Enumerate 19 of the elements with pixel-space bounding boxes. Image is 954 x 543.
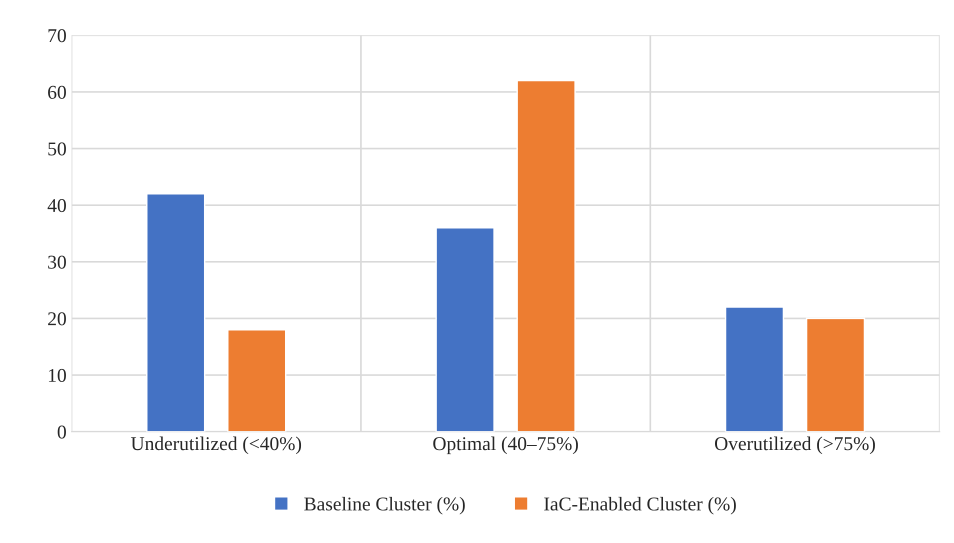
y-tick-label: 50 xyxy=(48,142,66,156)
y-tick-label: 30 xyxy=(48,256,66,269)
bar xyxy=(435,227,495,432)
x-tick-label: Underutilized (<40%) xyxy=(130,436,302,454)
bar xyxy=(146,193,206,432)
legend-label: IaC-Enabled Cluster (%) xyxy=(544,496,736,515)
y-tick-label: 10 xyxy=(48,368,66,382)
legend-label: Baseline Cluster (%) xyxy=(304,496,465,515)
y-tick-label: 0 xyxy=(58,426,66,439)
bar xyxy=(227,329,286,432)
bar xyxy=(806,318,866,432)
y-tick-label: 20 xyxy=(48,312,66,326)
y-tick-label: 60 xyxy=(48,86,66,99)
y-tick-label: 70 xyxy=(48,29,66,42)
bar xyxy=(724,306,784,432)
x-tick-label: Overutilized (>75%) xyxy=(715,436,875,454)
bar xyxy=(516,80,576,432)
y-tick-label: 40 xyxy=(48,198,66,212)
x-tick-label: Optimal (40–75%) xyxy=(433,436,578,454)
